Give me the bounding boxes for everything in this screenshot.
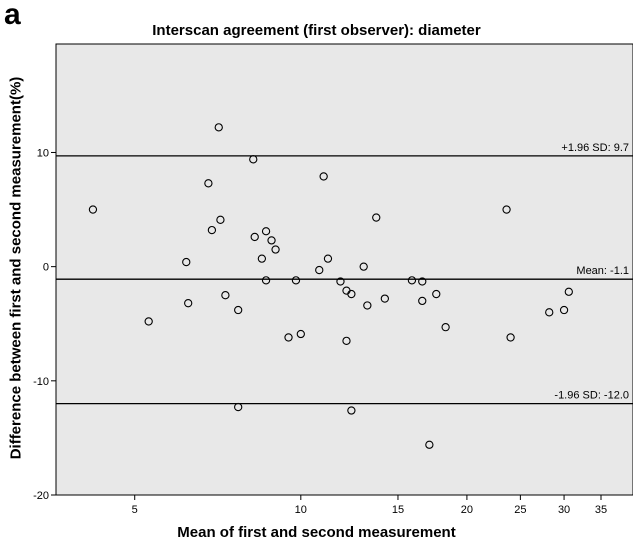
data-points	[88, 123, 573, 449]
y-tick-label-0: -20	[33, 490, 49, 502]
chart-title: Interscan agreement (first observer): di…	[152, 22, 481, 39]
data-point-24	[336, 277, 345, 286]
data-point-4	[204, 179, 213, 188]
data-point-20	[296, 329, 305, 339]
y-axis: -20 -10 0 10	[33, 147, 56, 502]
data-point-30	[363, 301, 372, 310]
data-point-21	[315, 265, 324, 275]
data-point-5	[207, 225, 217, 235]
reference-line-label-2: -1.96 SD: -12.0	[554, 390, 629, 402]
plot-background	[55, 43, 633, 496]
data-point-32	[380, 294, 389, 303]
y-tick-label-2: 0	[43, 262, 49, 274]
x-tick-label-0: 5	[132, 504, 138, 516]
data-point-35	[418, 296, 427, 306]
x-tick-label-2: 15	[392, 504, 404, 516]
data-point-38	[441, 323, 450, 332]
reference-lines: +1.96 SD: 9.7 Mean: -1.1 -1.96 SD: -12.0	[56, 142, 633, 405]
x-tick-label-5: 30	[558, 504, 570, 516]
data-point-36	[425, 440, 434, 449]
data-point-39	[502, 205, 511, 214]
reference-line-label-1: Mean: -1.1	[576, 265, 629, 277]
data-point-28	[347, 406, 356, 415]
data-point-18	[284, 333, 293, 342]
data-point-7	[216, 215, 225, 224]
data-point-15	[261, 276, 271, 285]
data-point-41	[545, 308, 554, 317]
x-tick-label-3: 20	[461, 504, 473, 516]
y-tick-label-3: 10	[37, 147, 49, 159]
data-point-3	[184, 299, 193, 308]
panel-label: a	[4, 0, 21, 31]
x-tick-label-4: 25	[514, 504, 526, 516]
data-point-11	[249, 155, 258, 164]
data-point-19	[291, 276, 301, 285]
x-axis: 5 10 15 20 25 30 35	[132, 495, 607, 516]
x-tick-label-6: 35	[595, 504, 607, 516]
data-point-31	[372, 213, 381, 222]
data-point-9	[234, 305, 243, 315]
data-point-1	[144, 317, 153, 326]
data-point-6	[214, 123, 223, 132]
x-tick-label-1: 10	[295, 504, 307, 516]
data-point-43	[564, 287, 573, 296]
data-point-17	[271, 245, 280, 254]
data-point-40	[506, 333, 515, 342]
data-point-2	[182, 257, 191, 267]
data-point-14	[261, 227, 271, 236]
data-point-16	[267, 236, 276, 245]
data-point-12	[250, 232, 259, 242]
data-point-27	[347, 289, 356, 299]
data-point-26	[342, 336, 351, 346]
data-point-29	[359, 262, 368, 271]
data-point-23	[323, 254, 333, 263]
data-point-10	[234, 402, 243, 412]
data-point-8	[221, 291, 230, 300]
data-point-33	[407, 276, 417, 285]
data-point-42	[559, 305, 569, 315]
x-axis-title: Mean of first and second measurement	[177, 524, 456, 541]
data-point-22	[319, 172, 328, 181]
data-point-34	[418, 277, 427, 286]
data-point-13	[257, 254, 267, 263]
data-point-37	[432, 289, 441, 299]
reference-line-label-0: +1.96 SD: 9.7	[561, 142, 629, 154]
y-tick-label-1: -10	[33, 376, 49, 388]
data-point-0	[88, 205, 98, 214]
